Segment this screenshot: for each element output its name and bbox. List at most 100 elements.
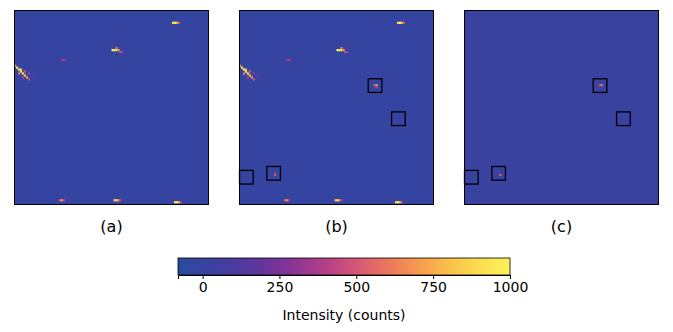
cell [338,49,340,51]
cell [24,74,26,76]
cell [337,49,339,51]
cell [113,49,115,51]
cell [601,84,603,86]
cell [121,51,123,53]
tick-label: 500 [343,279,370,295]
tick-label: 750 [420,279,447,295]
cell [288,59,290,61]
cell [395,201,397,203]
cell [243,72,245,74]
cell [340,47,342,49]
cell [115,47,117,49]
panel-title: (c) [551,217,572,236]
frame [240,11,434,205]
cell [286,199,288,201]
cell [113,199,115,201]
background [239,10,434,205]
cell [288,199,290,201]
region-box [267,167,281,181]
region-box [465,170,479,184]
tick: 500 [343,275,370,295]
panel: (b) [239,10,434,236]
image [239,10,434,205]
tick-label: 0 [199,279,208,295]
cell [397,22,399,24]
cell [253,72,255,74]
figure: (a) (b) (c) 0 250 500 750 1000 Intensity (counts… [0,0,673,332]
frame [15,11,209,205]
cell [245,70,247,72]
cell [376,86,378,88]
cell [20,70,22,72]
cell [274,174,276,176]
cell [115,199,117,201]
cell [174,201,176,203]
cell [499,174,501,176]
cell [28,72,30,74]
cell [176,201,178,203]
cell [599,84,601,86]
cell [251,76,253,78]
cell [335,199,337,201]
cell [245,69,247,71]
frame [465,11,659,205]
cell [344,51,346,53]
panel-title: (a) [100,217,122,236]
cell [340,199,342,201]
cell [176,22,178,24]
cell [32,74,34,76]
region-box [617,112,631,126]
cell [65,59,67,61]
cell [178,201,180,203]
cell [174,22,176,24]
cell [18,69,20,71]
region-box [392,112,406,126]
cell [346,51,348,53]
tick: 1000 [493,275,529,295]
cell [401,22,403,24]
cell [260,76,262,78]
cell [119,199,121,201]
cell [117,49,119,51]
cell [403,22,405,24]
cell [338,199,340,201]
cell [26,76,28,78]
cell [22,76,24,78]
cell [112,49,114,51]
background [464,10,659,205]
cell [290,59,292,61]
cell [376,84,378,86]
panel: (a) [14,10,209,236]
cell [374,84,376,86]
cell [119,51,121,53]
tick: 250 [267,275,294,295]
panel-title: (b) [325,217,348,236]
cell [401,201,403,203]
tick-label: 1000 [493,279,529,295]
background [14,10,209,205]
cell [172,22,174,24]
cell [20,69,22,71]
cell [61,59,63,61]
cell [115,49,117,51]
tick-label: 250 [267,279,294,295]
region-box [492,167,506,181]
cell [337,199,339,201]
image [14,10,209,205]
cell [63,199,65,201]
cell [253,78,255,80]
cell [28,78,30,80]
region-box [368,79,382,93]
cell [63,59,65,61]
cell [340,49,342,51]
cell [247,72,249,74]
colorbar-label: Intensity (counts) [282,307,405,323]
cell [241,67,243,69]
cell [399,201,401,203]
tick: 0 [199,275,208,295]
cell [18,72,20,74]
panel: (c) [464,10,659,236]
cell [249,74,251,76]
cell [274,172,276,174]
cell [286,59,288,61]
